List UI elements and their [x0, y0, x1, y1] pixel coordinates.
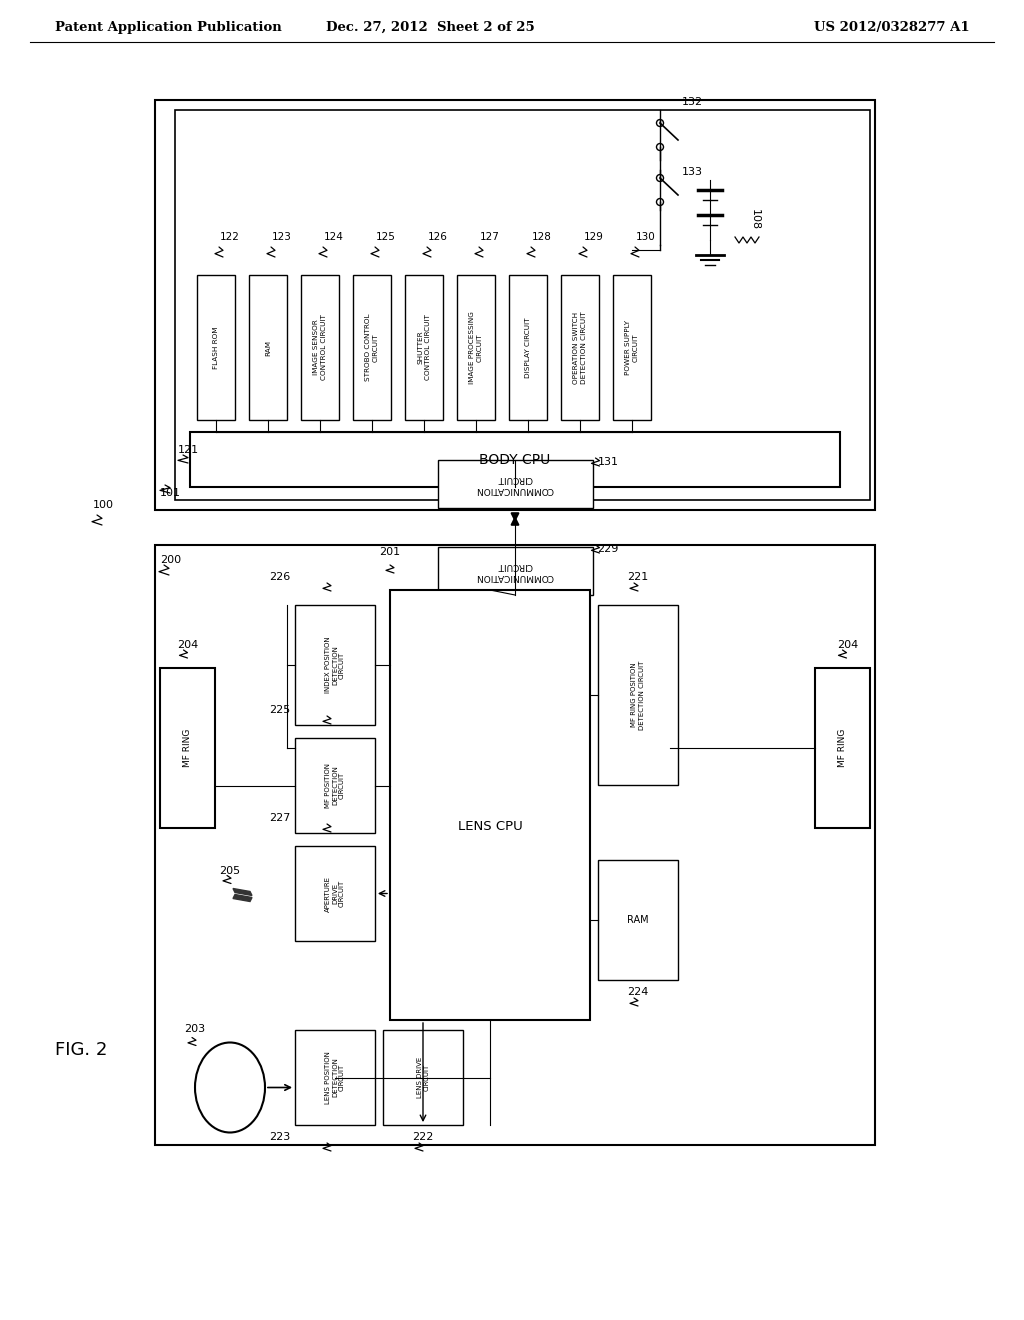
Text: 128: 128	[532, 232, 552, 242]
Bar	[613, 275, 651, 420]
Text: 204: 204	[177, 640, 198, 649]
Text: LENS DRIVE
CIRCUIT: LENS DRIVE CIRCUIT	[417, 1057, 429, 1098]
Text: 130: 130	[636, 232, 655, 242]
Text: 203: 203	[184, 1024, 206, 1035]
Text: LENS CPU: LENS CPU	[458, 820, 522, 833]
Polygon shape	[233, 888, 252, 895]
Text: 123: 123	[272, 232, 292, 242]
Text: IMAGE SENSOR
CONTROL CIRCUIT: IMAGE SENSOR CONTROL CIRCUIT	[313, 314, 327, 380]
Text: 132: 132	[682, 96, 703, 107]
Circle shape	[656, 198, 664, 206]
Text: 127: 127	[480, 232, 500, 242]
Text: APERTURE
DRIVE
CIRCUIT: APERTURE DRIVE CIRCUIT	[325, 875, 345, 912]
Circle shape	[656, 120, 664, 127]
Text: 131: 131	[597, 457, 618, 467]
Text: 222: 222	[413, 1133, 434, 1142]
Bar	[598, 605, 678, 785]
Text: 100: 100	[93, 500, 114, 510]
Bar	[437, 459, 593, 508]
Text: MF POSITION
DETECTION
CIRCUIT: MF POSITION DETECTION CIRCUIT	[325, 763, 345, 808]
Bar	[175, 110, 870, 500]
Bar	[815, 668, 870, 828]
Text: Dec. 27, 2012  Sheet 2 of 25: Dec. 27, 2012 Sheet 2 of 25	[326, 21, 535, 33]
Text: 200: 200	[160, 554, 181, 565]
Bar	[295, 846, 375, 941]
Text: 223: 223	[268, 1133, 290, 1142]
Text: OPERATION SWITCH
DETECTION CIRCUIT: OPERATION SWITCH DETECTION CIRCUIT	[573, 312, 587, 384]
Bar	[190, 432, 840, 487]
Text: RAM: RAM	[627, 915, 649, 925]
Bar	[390, 590, 590, 1020]
Text: BODY CPU: BODY CPU	[479, 453, 551, 466]
Bar	[197, 275, 234, 420]
Text: 227: 227	[268, 813, 290, 822]
Text: 221: 221	[628, 572, 648, 582]
Bar	[249, 275, 287, 420]
Text: 101: 101	[160, 488, 181, 498]
Bar	[160, 668, 215, 828]
Text: 126: 126	[428, 232, 447, 242]
Circle shape	[656, 144, 664, 150]
Circle shape	[656, 174, 664, 181]
Text: 226: 226	[268, 572, 290, 582]
Text: RAM: RAM	[265, 339, 271, 355]
Text: STROBO CONTROL
CIRCUIT: STROBO CONTROL CIRCUIT	[366, 314, 379, 381]
Text: IMAGE PROCESSING
CIRCUIT: IMAGE PROCESSING CIRCUIT	[469, 312, 482, 384]
Text: 129: 129	[584, 232, 604, 242]
Bar	[457, 275, 495, 420]
Bar	[295, 738, 375, 833]
Text: FIG. 2: FIG. 2	[55, 1041, 108, 1059]
Text: 125: 125	[376, 232, 396, 242]
Ellipse shape	[195, 1043, 265, 1133]
Text: 133: 133	[682, 168, 703, 177]
Text: COMMUNICATION
CIRCUIT: COMMUNICATION CIRCUIT	[476, 561, 554, 581]
Text: LENS POSITION
DETECTION
CIRCUIT: LENS POSITION DETECTION CIRCUIT	[325, 1051, 345, 1104]
Bar	[406, 275, 443, 420]
Text: INDEX POSITION
DETECTION
CIRCUIT: INDEX POSITION DETECTION CIRCUIT	[325, 636, 345, 693]
Text: 108: 108	[750, 210, 760, 231]
Text: 201: 201	[380, 546, 400, 557]
Bar	[353, 275, 391, 420]
Polygon shape	[233, 895, 252, 902]
Text: MF RING: MF RING	[183, 729, 193, 767]
Text: POWER SUPPLY
CIRCUIT: POWER SUPPLY CIRCUIT	[626, 319, 639, 375]
Text: DISPLAY CIRCUIT: DISPLAY CIRCUIT	[525, 317, 531, 378]
Bar	[155, 545, 874, 1144]
Text: COMMUNICATION
CIRCUIT: COMMUNICATION CIRCUIT	[476, 474, 554, 494]
Bar	[598, 861, 678, 979]
Text: 124: 124	[324, 232, 344, 242]
Bar	[295, 605, 375, 725]
Text: 225: 225	[268, 705, 290, 715]
Text: 229: 229	[597, 544, 618, 554]
Bar	[437, 546, 593, 595]
Bar	[509, 275, 547, 420]
Text: FLASH ROM: FLASH ROM	[213, 326, 219, 368]
Text: 121: 121	[178, 445, 199, 455]
Bar	[155, 100, 874, 510]
Text: 122: 122	[220, 232, 240, 242]
Bar	[301, 275, 339, 420]
Text: SHUTTER
CONTROL CIRCUIT: SHUTTER CONTROL CIRCUIT	[418, 314, 430, 380]
Text: 204: 204	[837, 640, 858, 649]
Text: 224: 224	[628, 987, 648, 997]
Bar	[295, 1030, 375, 1125]
Bar	[383, 1030, 463, 1125]
Text: MF RING: MF RING	[838, 729, 847, 767]
Text: 205: 205	[219, 866, 241, 875]
Text: Patent Application Publication: Patent Application Publication	[55, 21, 282, 33]
Text: US 2012/0328277 A1: US 2012/0328277 A1	[814, 21, 970, 33]
Bar	[561, 275, 599, 420]
Text: MF RING POSITION
DETECTION CIRCUIT: MF RING POSITION DETECTION CIRCUIT	[632, 660, 644, 730]
